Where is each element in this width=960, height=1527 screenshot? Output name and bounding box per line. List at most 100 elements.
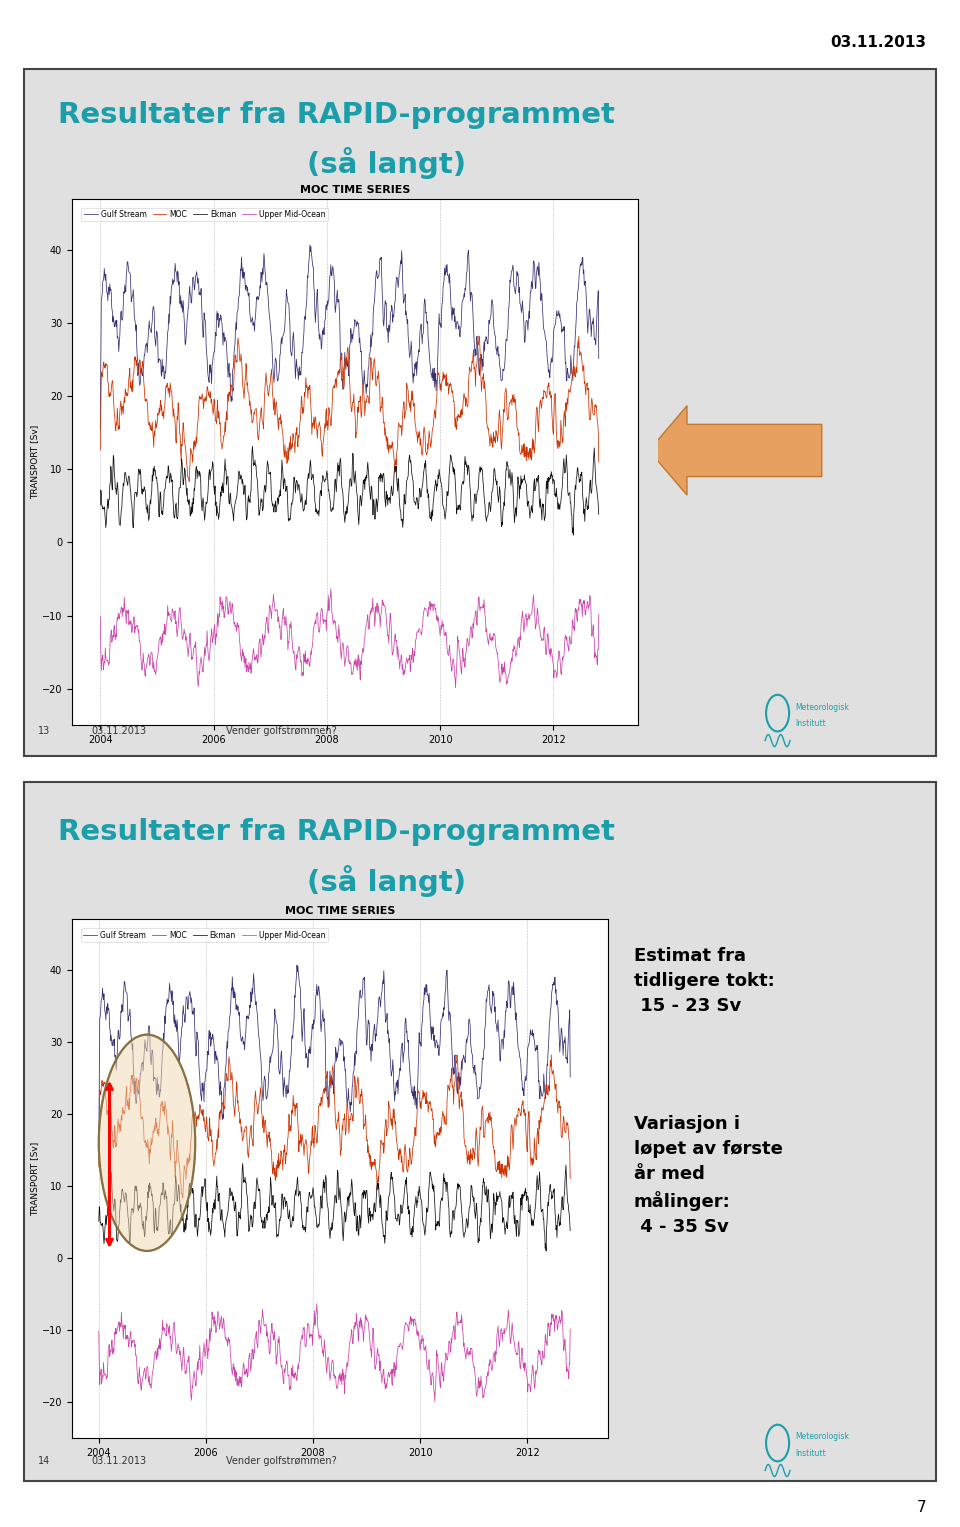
Text: Variasjon i
løpet av første
år med
målinger:
 4 - 35 Sv: Variasjon i løpet av første år med målin…: [634, 1115, 782, 1235]
Text: 13: 13: [38, 725, 51, 736]
Ekman: [593, 505, 605, 524]
Line: MOC: MOC: [100, 336, 599, 481]
Upper Mid-Ocean: [311, 1295, 323, 1313]
Ekman: [418, 1212, 429, 1231]
MOC: [493, 406, 505, 425]
Text: 7: 7: [917, 1500, 926, 1515]
MOC: [418, 1081, 429, 1099]
Upper Mid-Ocean: [296, 667, 307, 686]
Text: Resultater fra RAPID-programmet: Resultater fra RAPID-programmet: [58, 818, 614, 846]
Text: (så langt): (så langt): [307, 148, 467, 179]
Text: Institutt: Institutt: [795, 1449, 826, 1458]
MOC: [315, 418, 326, 437]
Gulf Stream: [94, 420, 106, 438]
Upper Mid-Ocean: [564, 1319, 576, 1338]
Gulf Stream: [315, 328, 326, 347]
MOC: [284, 1122, 296, 1141]
Text: Vender golfstrømmen?: Vender golfstrømmen?: [226, 725, 336, 736]
Text: Meteorologisk: Meteorologisk: [795, 702, 849, 712]
MOC: [473, 327, 485, 345]
Upper Mid-Ocean: [141, 1358, 153, 1376]
Legend: Gulf Stream, MOC, Ekman, Upper Mid-Ocean: Gulf Stream, MOC, Ekman, Upper Mid-Ocean: [82, 208, 328, 221]
Upper Mid-Ocean: [484, 625, 495, 643]
Upper Mid-Ocean: [283, 1380, 295, 1399]
Ekman: [297, 493, 308, 512]
MOC: [438, 363, 449, 382]
MOC: [564, 1170, 576, 1188]
Ekman: [237, 1154, 249, 1173]
Gulf Stream: [93, 1138, 105, 1156]
Upper Mid-Ocean: [146, 644, 157, 663]
Ekman: [492, 493, 504, 512]
Upper Mid-Ocean: [593, 605, 605, 623]
Text: 03.11.2013: 03.11.2013: [830, 35, 926, 50]
Ekman: [94, 496, 106, 515]
Upper Mid-Ocean: [325, 579, 337, 597]
Ekman: [484, 493, 495, 512]
Y-axis label: TRANSPORT [Sv]: TRANSPORT [Sv]: [30, 425, 39, 499]
MOC: [470, 1124, 482, 1142]
Ekman: [315, 481, 326, 499]
Ekman: [461, 1209, 472, 1228]
Gulf Stream: [492, 347, 504, 365]
Text: 03.11.2013: 03.11.2013: [91, 1455, 146, 1466]
Ellipse shape: [99, 1035, 195, 1251]
Text: 14: 14: [38, 1455, 51, 1466]
Line: Ekman: Ekman: [99, 1164, 570, 1251]
MOC: [462, 1154, 473, 1173]
Ekman: [146, 486, 157, 504]
Gulf Stream: [301, 1048, 313, 1066]
Ekman: [438, 496, 449, 515]
Text: Vender golfstrømmen?: Vender golfstrømmen?: [226, 1455, 336, 1466]
Title: MOC TIME SERIES: MOC TIME SERIES: [285, 906, 395, 916]
Gulf Stream: [304, 235, 316, 253]
Gulf Stream: [484, 315, 495, 333]
Gulf Stream: [418, 997, 429, 1015]
Gulf Stream: [564, 1067, 576, 1086]
Upper Mid-Ocean: [418, 1332, 429, 1350]
Upper Mid-Ocean: [493, 661, 505, 680]
Y-axis label: TRANSPORT [Sv]: TRANSPORT [Sv]: [30, 1142, 39, 1215]
Upper Mid-Ocean: [429, 1393, 441, 1411]
Ekman: [247, 437, 258, 455]
Line: MOC: MOC: [99, 1055, 570, 1199]
Ekman: [284, 1209, 296, 1228]
Line: Ekman: Ekman: [100, 446, 599, 534]
Upper Mid-Ocean: [94, 608, 106, 626]
MOC: [183, 472, 195, 490]
Legend: Gulf Stream, MOC, Ekman, Upper Mid-Ocean: Gulf Stream, MOC, Ekman, Upper Mid-Ocean: [82, 928, 327, 942]
Gulf Stream: [461, 1034, 472, 1052]
Upper Mid-Ocean: [450, 678, 462, 696]
MOC: [141, 1138, 153, 1156]
Line: Upper Mid-Ocean: Upper Mid-Ocean: [100, 588, 599, 687]
Text: Estimat fra
tidligere tokt:
 15 - 23 Sv: Estimat fra tidligere tokt: 15 - 23 Sv: [634, 947, 775, 1015]
Gulf Stream: [283, 1061, 295, 1080]
Text: Resultater fra RAPID-programmet: Resultater fra RAPID-programmet: [58, 101, 614, 128]
Text: Meteorologisk: Meteorologisk: [795, 1432, 849, 1441]
MOC: [593, 452, 605, 470]
Gulf Stream: [291, 956, 302, 974]
MOC: [484, 437, 495, 455]
Gulf Stream: [296, 344, 307, 362]
Gulf Stream: [469, 1066, 481, 1084]
Text: (så langt): (så langt): [307, 866, 467, 896]
Upper Mid-Ocean: [314, 618, 325, 637]
Ekman: [469, 1209, 481, 1228]
Ekman: [93, 1212, 105, 1231]
MOC: [177, 1190, 188, 1208]
Line: Upper Mid-Ocean: Upper Mid-Ocean: [99, 1304, 570, 1402]
Gulf Stream: [438, 278, 449, 296]
Ekman: [567, 525, 579, 544]
Ekman: [141, 1203, 153, 1222]
Gulf Stream: [146, 324, 157, 342]
Title: MOC TIME SERIES: MOC TIME SERIES: [300, 185, 410, 195]
Gulf Stream: [593, 350, 605, 368]
Text: 03.11.2013: 03.11.2013: [91, 725, 146, 736]
Upper Mid-Ocean: [470, 1376, 482, 1394]
MOC: [301, 1136, 313, 1154]
Line: Gulf Stream: Gulf Stream: [100, 244, 599, 429]
Upper Mid-Ocean: [438, 617, 449, 635]
MOC: [297, 405, 308, 423]
MOC: [146, 420, 157, 438]
Upper Mid-Ocean: [300, 1333, 312, 1351]
